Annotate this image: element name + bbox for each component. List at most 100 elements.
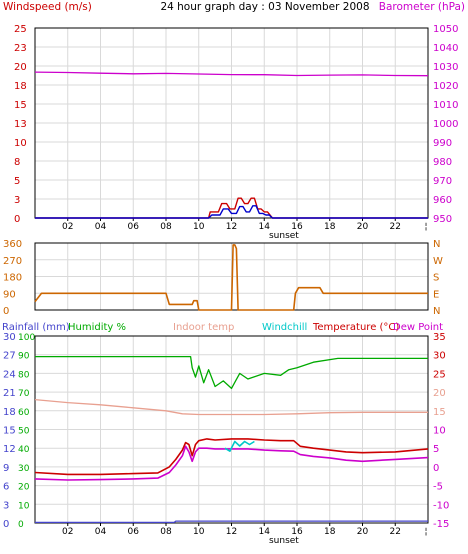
wind-direction-tick-label: 180 xyxy=(3,273,22,284)
barometer-tick-label: 960 xyxy=(433,195,452,206)
x-tick-label: 04 xyxy=(95,527,107,537)
rainfall-tick-label: 3 xyxy=(3,500,9,511)
temperature-tick-label: 0 xyxy=(433,463,439,474)
humidity-tick-label: 20 xyxy=(18,483,30,493)
x-tick-label: 14 xyxy=(259,527,271,537)
x-tick-label: 04 xyxy=(95,222,107,232)
humidity-tick-label: 10 xyxy=(18,501,30,511)
barometer-tick-label: 970 xyxy=(433,176,452,187)
barometer-tick-label: 1030 xyxy=(433,62,458,73)
humidity-tick-label: 70 xyxy=(18,389,30,399)
x-tick-label: 02 xyxy=(62,222,73,232)
windchill-series-line xyxy=(224,440,255,453)
temperature-tick-label: 35 xyxy=(433,332,446,343)
x-tick-label: 14 xyxy=(259,222,271,232)
compass-tick-label: N xyxy=(433,239,440,250)
x-tick-label: 08 xyxy=(160,222,172,232)
x-tick-label: 22 xyxy=(390,222,401,232)
humidity-tick-label: 60 xyxy=(18,408,30,418)
temperature-series-line xyxy=(34,438,429,476)
x-tick-label: 12 xyxy=(226,222,237,232)
x-tick-label: 08 xyxy=(160,527,172,537)
windspeed-tick-label: 10 xyxy=(14,138,27,149)
humidity-tick-label: 40 xyxy=(18,445,30,455)
rainfall-tick-label: 30 xyxy=(3,332,16,343)
x-tick-label: 10 xyxy=(193,222,205,232)
barometer-tick-label: 980 xyxy=(433,157,452,168)
barometer-tick-label: 1000 xyxy=(433,119,458,130)
legend-temperature: Temperature (°C) xyxy=(312,322,399,333)
temperature-tick-label: 5 xyxy=(433,444,439,455)
barometer-series-line xyxy=(34,71,429,77)
x-tick-label: 20 xyxy=(357,527,369,537)
x-tick-label: 02 xyxy=(62,527,73,537)
humidity-tick-label: 30 xyxy=(18,464,30,474)
x-tick-end: ¦ xyxy=(424,222,427,232)
windspeed-series-line xyxy=(35,197,428,219)
compass-tick-label: N xyxy=(433,306,440,317)
legend-windchill: Windchill xyxy=(262,322,307,333)
rainfall-tick-label: 12 xyxy=(3,444,16,455)
barometer-tick-label: 990 xyxy=(433,138,452,149)
barometer-axis-title: Barometer (hPa) xyxy=(379,1,465,13)
wind-direction-series-line xyxy=(34,244,428,311)
temperature-tick-label: -5 xyxy=(433,482,443,493)
humidity-tick-label: 100 xyxy=(18,333,35,343)
plots-layer: 2523201815131085301050104010301020101010… xyxy=(3,24,458,546)
rainfall-tick-label: 21 xyxy=(3,388,16,399)
temperature-tick-label: -15 xyxy=(433,519,449,530)
barometer-tick-label: 1040 xyxy=(433,43,458,54)
humidity-tick-label: 0 xyxy=(18,520,24,530)
compass-tick-label: S xyxy=(433,273,439,284)
barometer-tick-label: 1010 xyxy=(433,100,458,111)
humidity-tick-label: 50 xyxy=(18,427,30,437)
dew-point-series-line xyxy=(34,445,429,481)
x-tick-label: 16 xyxy=(291,222,303,232)
temperature-tick-label: -10 xyxy=(433,500,449,511)
legend-humidity: Humidity % xyxy=(68,322,126,333)
windspeed-tick-label: 13 xyxy=(14,119,27,130)
rainfall-tick-label: 15 xyxy=(3,426,16,437)
compass-tick-label: E xyxy=(433,289,439,300)
windspeed-tick-label: 18 xyxy=(14,81,27,92)
windspeed-tick-label: 8 xyxy=(14,157,20,168)
x-tick-label: 20 xyxy=(357,222,369,232)
wind-direction-tick-label: 90 xyxy=(3,289,16,300)
wind-direction-tick-label: 360 xyxy=(3,239,22,250)
barometer-tick-label: 1050 xyxy=(433,24,458,35)
windspeed-tick-label: 20 xyxy=(14,62,27,73)
chart-title: 24 hour graph day : 03 November 2008 xyxy=(160,1,369,13)
windspeed-tick-label: 0 xyxy=(14,214,20,225)
temperature-tick-label: 15 xyxy=(433,407,446,418)
rainfall-tick-label: 18 xyxy=(3,407,16,418)
legend-indoor-temp: Indoor temp xyxy=(173,322,234,333)
windspeed-tick-label: 23 xyxy=(14,43,27,54)
wind-direction-tick-label: 0 xyxy=(3,306,9,317)
x-tick-label: 12 xyxy=(226,527,237,537)
rainfall-tick-label: 9 xyxy=(3,463,9,474)
temperature-tick-label: 10 xyxy=(433,426,446,437)
rainfall-tick-label: 6 xyxy=(3,482,9,493)
barometer-tick-label: 950 xyxy=(433,214,452,225)
x-tick-label: 06 xyxy=(128,222,140,232)
rainfall-tick-label: 27 xyxy=(3,351,16,362)
x-tick-label: 18 xyxy=(324,527,336,537)
x-tick-label: 22 xyxy=(390,527,401,537)
indoor-temp-series-line xyxy=(34,398,428,416)
windspeed-tick-label: 15 xyxy=(14,100,27,111)
windspeed-tick-label: 3 xyxy=(14,195,20,206)
wind-gust-series-line xyxy=(35,205,428,219)
windspeed-tick-label: 25 xyxy=(14,24,27,35)
barometer-tick-label: 1020 xyxy=(433,81,458,92)
temperature-tick-label: 20 xyxy=(433,388,446,399)
compass-tick-label: W xyxy=(433,256,443,267)
sunset-label: sunset xyxy=(269,231,299,241)
windspeed-tick-label: 5 xyxy=(14,176,20,187)
sunset-label: sunset xyxy=(269,536,299,546)
x-tick-label: 10 xyxy=(193,527,205,537)
humidity-series-line xyxy=(35,355,428,390)
humidity-tick-label: 80 xyxy=(18,370,30,380)
rainfall-tick-label: 0 xyxy=(3,519,9,530)
